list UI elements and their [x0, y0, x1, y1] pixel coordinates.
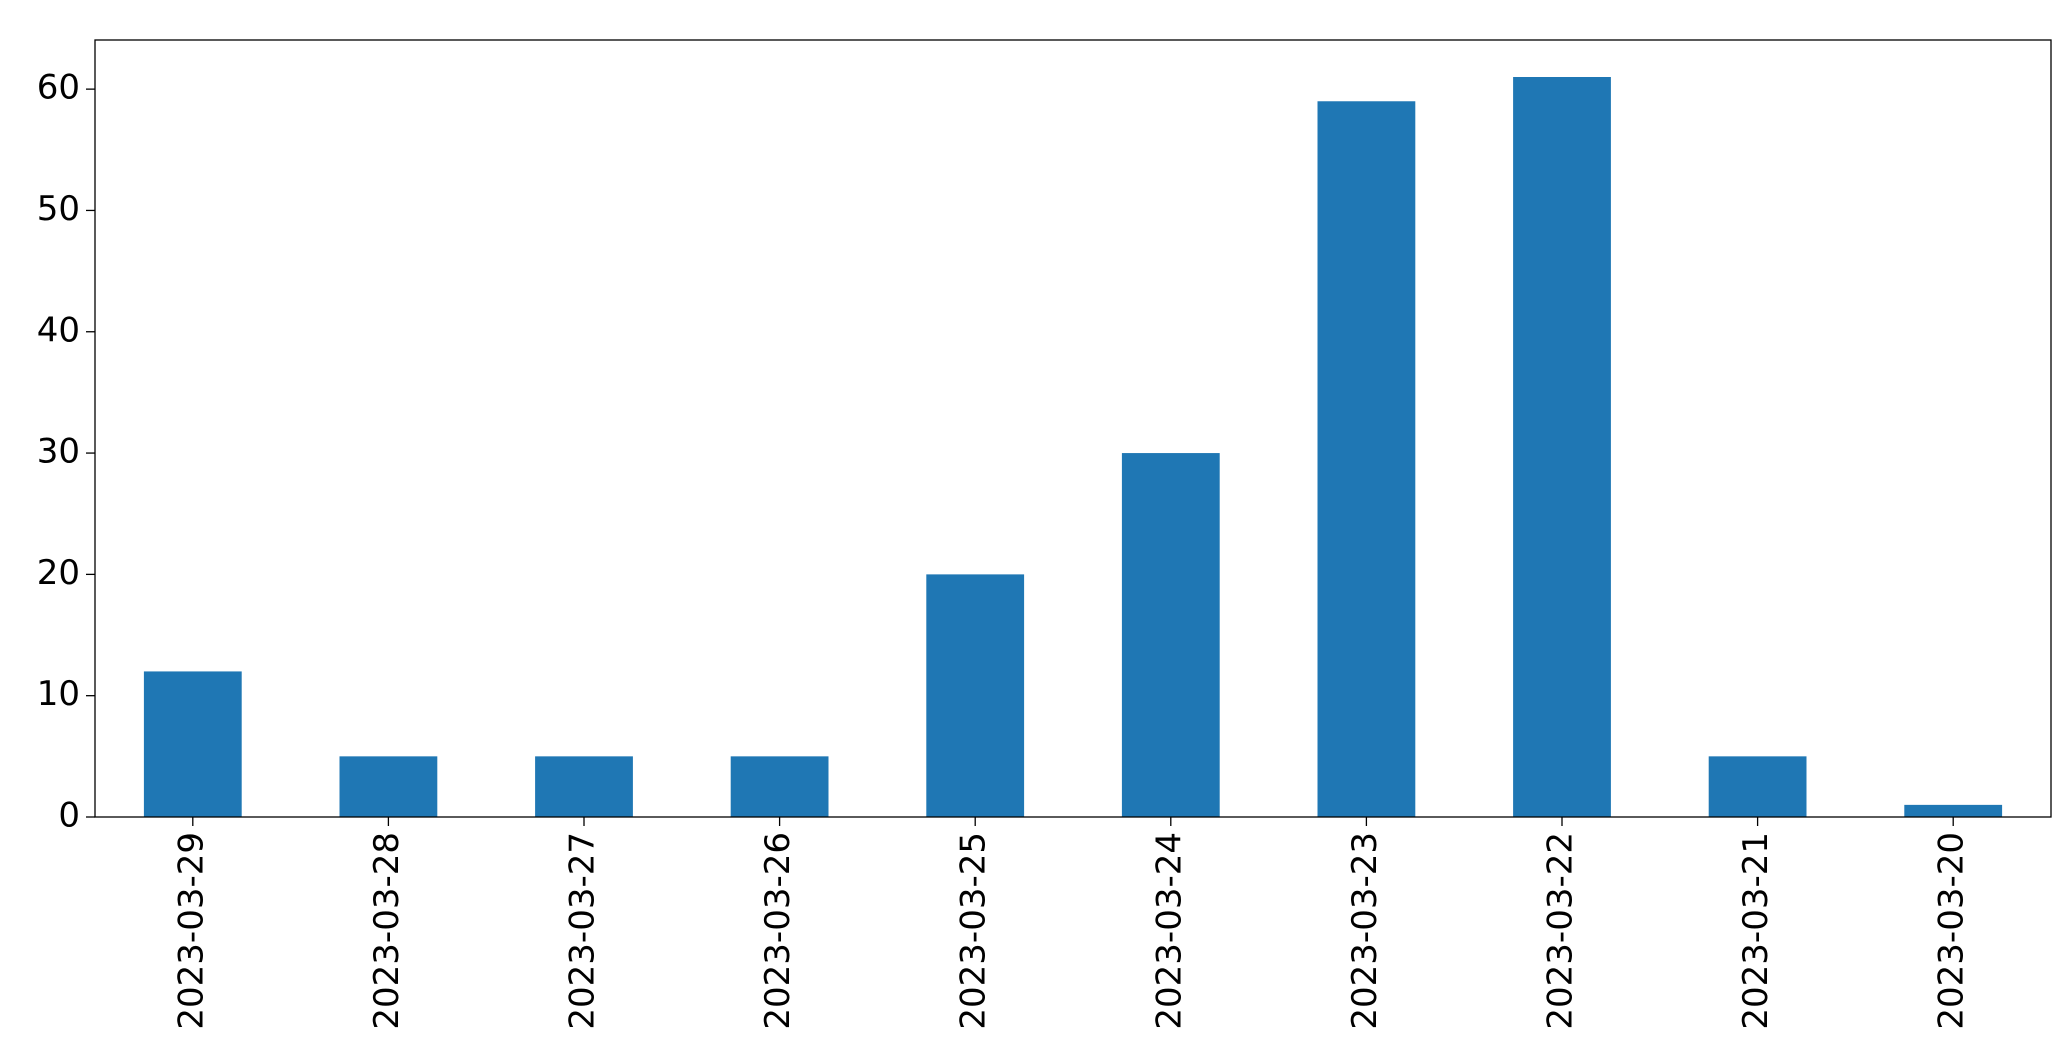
x-tick-label: 2023-03-28 [367, 832, 407, 1030]
y-tick-label: 20 [37, 553, 80, 593]
y-tick-label: 40 [37, 310, 80, 350]
x-tick-label: 2023-03-26 [758, 832, 798, 1030]
bar [1904, 804, 2003, 817]
bar [1317, 101, 1416, 817]
bar [339, 756, 438, 817]
y-tick-label: 30 [37, 432, 80, 472]
bar [535, 756, 633, 817]
bar [1513, 77, 1611, 817]
bar [1121, 453, 1220, 817]
bar [926, 574, 1025, 817]
x-tick-label: 2023-03-20 [1932, 832, 1972, 1030]
x-tick-label: 2023-03-22 [1541, 832, 1581, 1030]
x-tick-label: 2023-03-23 [1345, 832, 1385, 1030]
y-tick-label: 10 [37, 674, 80, 714]
bar [1708, 756, 1807, 817]
x-tick-label: 2023-03-25 [954, 832, 994, 1030]
x-tick-label: 2023-03-29 [171, 832, 211, 1030]
plot-frame [94, 39, 2052, 818]
y-tick-label: 50 [37, 189, 80, 229]
bar [143, 671, 242, 817]
bar [730, 756, 829, 817]
x-tick-label: 2023-03-24 [1149, 832, 1189, 1030]
x-tick-label: 2023-03-21 [1736, 832, 1776, 1030]
y-tick-label: 60 [37, 68, 80, 108]
x-tick-label: 2023-03-27 [563, 832, 603, 1030]
y-tick-label: 0 [58, 796, 80, 836]
